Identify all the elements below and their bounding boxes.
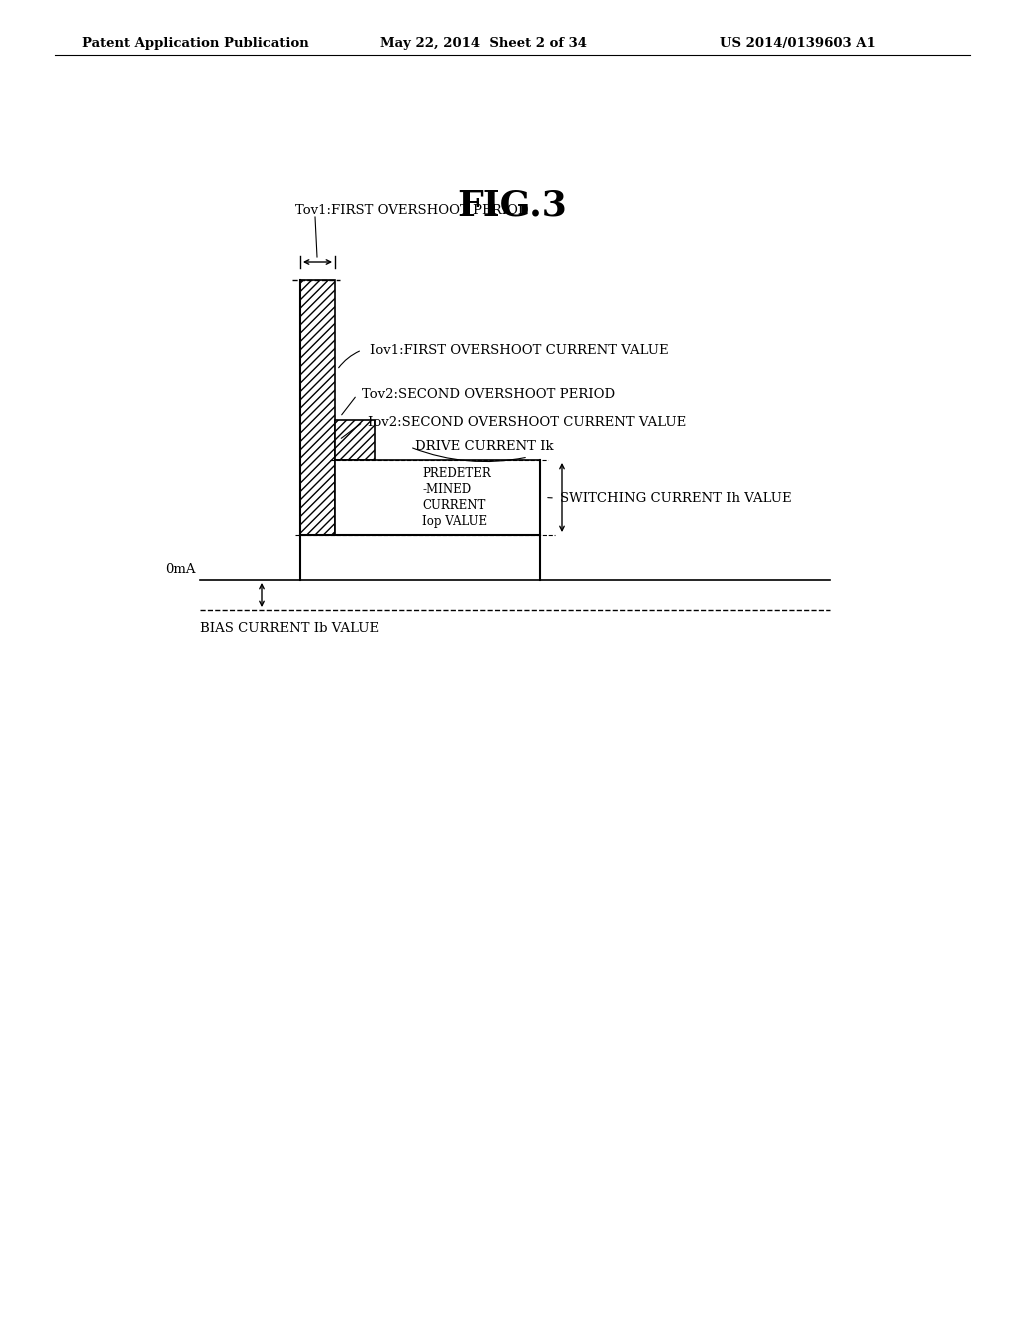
Text: US 2014/0139603 A1: US 2014/0139603 A1: [720, 37, 876, 50]
Text: PREDETER
-MINED
CURRENT
Iop VALUE: PREDETER -MINED CURRENT Iop VALUE: [423, 467, 492, 528]
Text: Tov1:FIRST OVERSHOOT PERIOD: Tov1:FIRST OVERSHOOT PERIOD: [295, 205, 528, 216]
Bar: [335, 420, 375, 459]
Text: FIG.3: FIG.3: [457, 187, 567, 222]
Text: SWITCHING CURRENT Ih VALUE: SWITCHING CURRENT Ih VALUE: [560, 491, 792, 504]
Text: 0mA: 0mA: [166, 564, 196, 576]
Text: May 22, 2014  Sheet 2 of 34: May 22, 2014 Sheet 2 of 34: [380, 37, 587, 50]
Bar: [300, 280, 335, 535]
Text: Tov2:SECOND OVERSHOOT PERIOD: Tov2:SECOND OVERSHOOT PERIOD: [362, 388, 615, 401]
Text: Patent Application Publication: Patent Application Publication: [82, 37, 309, 50]
Text: BIAS CURRENT Ib VALUE: BIAS CURRENT Ib VALUE: [200, 622, 379, 635]
Text: Iov1:FIRST OVERSHOOT CURRENT VALUE: Iov1:FIRST OVERSHOOT CURRENT VALUE: [370, 343, 669, 356]
Text: Iov2:SECOND OVERSHOOT CURRENT VALUE: Iov2:SECOND OVERSHOOT CURRENT VALUE: [368, 416, 686, 429]
Bar: [335, 459, 540, 535]
Text: DRIVE CURRENT Ik: DRIVE CURRENT Ik: [415, 441, 554, 454]
